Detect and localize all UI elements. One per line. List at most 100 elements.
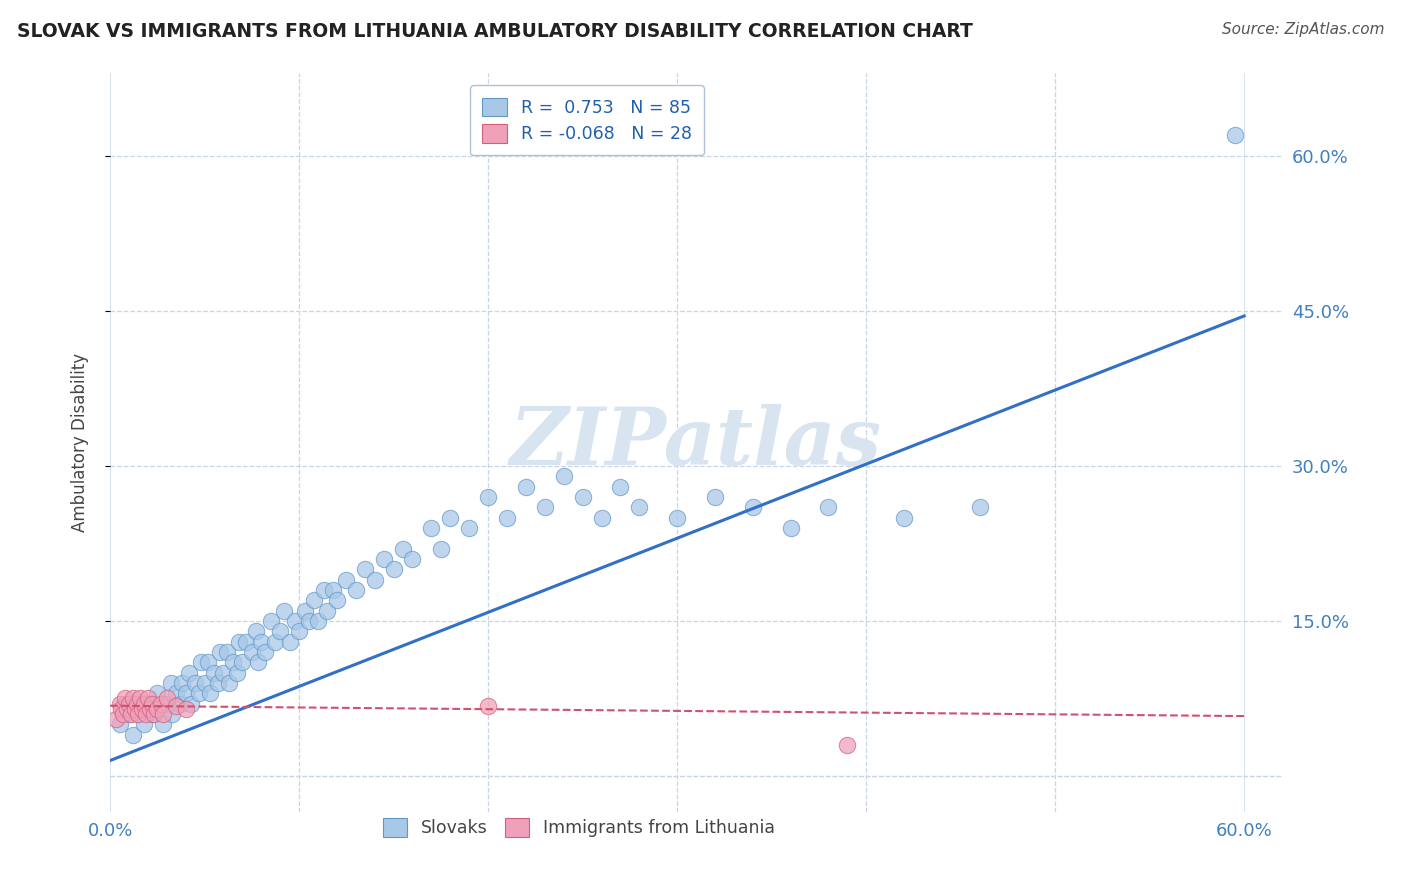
Point <box>326 593 349 607</box>
Point <box>458 521 481 535</box>
Point <box>312 582 335 597</box>
Point <box>284 614 307 628</box>
Point <box>837 738 859 752</box>
Point <box>231 655 253 669</box>
Point <box>194 676 217 690</box>
Point <box>129 691 152 706</box>
Point <box>373 552 395 566</box>
Legend: Slovaks, Immigrants from Lithuania: Slovaks, Immigrants from Lithuania <box>375 811 782 844</box>
Point <box>152 717 174 731</box>
Point <box>420 521 443 535</box>
Point <box>187 686 209 700</box>
Point <box>496 510 519 524</box>
Point <box>125 697 148 711</box>
Point <box>666 510 689 524</box>
Point <box>263 634 285 648</box>
Point <box>741 500 763 515</box>
Point <box>136 697 159 711</box>
Point <box>609 479 631 493</box>
Point <box>150 697 173 711</box>
Point <box>108 697 131 711</box>
Point <box>212 665 235 680</box>
Point <box>146 702 169 716</box>
Point <box>112 706 135 721</box>
Point <box>202 665 225 680</box>
Point <box>228 634 250 648</box>
Point <box>114 691 136 706</box>
Point <box>120 706 142 721</box>
Point <box>197 655 219 669</box>
Point <box>118 706 141 721</box>
Point <box>124 702 146 716</box>
Point <box>115 702 138 716</box>
Point <box>159 676 181 690</box>
Point <box>169 697 191 711</box>
Point <box>245 624 267 639</box>
Point <box>278 634 301 648</box>
Text: SLOVAK VS IMMIGRANTS FROM LITHUANIA AMBULATORY DISABILITY CORRELATION CHART: SLOVAK VS IMMIGRANTS FROM LITHUANIA AMBU… <box>17 22 973 41</box>
Point <box>131 702 153 716</box>
Point <box>132 697 155 711</box>
Point <box>127 706 149 721</box>
Point <box>184 676 207 690</box>
Point <box>190 655 212 669</box>
Point <box>297 614 319 628</box>
Point <box>382 562 405 576</box>
Text: Source: ZipAtlas.com: Source: ZipAtlas.com <box>1222 22 1385 37</box>
Point <box>104 712 127 726</box>
Point <box>250 634 273 648</box>
Point <box>779 521 801 535</box>
Y-axis label: Ambulatory Disability: Ambulatory Disability <box>72 353 89 533</box>
Point <box>335 573 357 587</box>
Point <box>401 552 423 566</box>
Point <box>354 562 377 576</box>
Point <box>121 728 143 742</box>
Point <box>121 691 143 706</box>
Point <box>322 582 344 597</box>
Point <box>477 490 499 504</box>
Point <box>302 593 325 607</box>
Point <box>174 686 197 700</box>
Point <box>141 706 163 721</box>
Point <box>439 510 461 524</box>
Point <box>294 604 316 618</box>
Point <box>240 645 263 659</box>
Point <box>142 706 165 721</box>
Point <box>114 697 136 711</box>
Point <box>817 500 839 515</box>
Point <box>152 706 174 721</box>
Point <box>628 500 651 515</box>
Point <box>288 624 311 639</box>
Point <box>591 510 613 524</box>
Point <box>136 691 159 706</box>
Point <box>363 573 385 587</box>
Point <box>108 717 131 731</box>
Text: ZIPatlas: ZIPatlas <box>510 404 882 482</box>
Point <box>110 702 132 716</box>
Point <box>235 634 257 648</box>
Point <box>139 702 162 716</box>
Point <box>222 655 245 669</box>
Point <box>127 706 149 721</box>
Point <box>156 697 179 711</box>
Point <box>254 645 277 659</box>
Point <box>477 698 499 713</box>
Point <box>170 676 193 690</box>
Point <box>344 582 367 597</box>
Point <box>260 614 283 628</box>
Point <box>430 541 453 556</box>
Point <box>165 698 187 713</box>
Point <box>515 479 537 493</box>
Point <box>533 500 555 515</box>
Point <box>392 541 415 556</box>
Point <box>141 697 163 711</box>
Point <box>316 604 339 618</box>
Point <box>132 717 155 731</box>
Point <box>969 500 991 515</box>
Point <box>180 697 202 711</box>
Point <box>246 655 269 669</box>
Point <box>273 604 295 618</box>
Point <box>156 691 179 706</box>
Point <box>703 490 725 504</box>
Point <box>165 686 187 700</box>
